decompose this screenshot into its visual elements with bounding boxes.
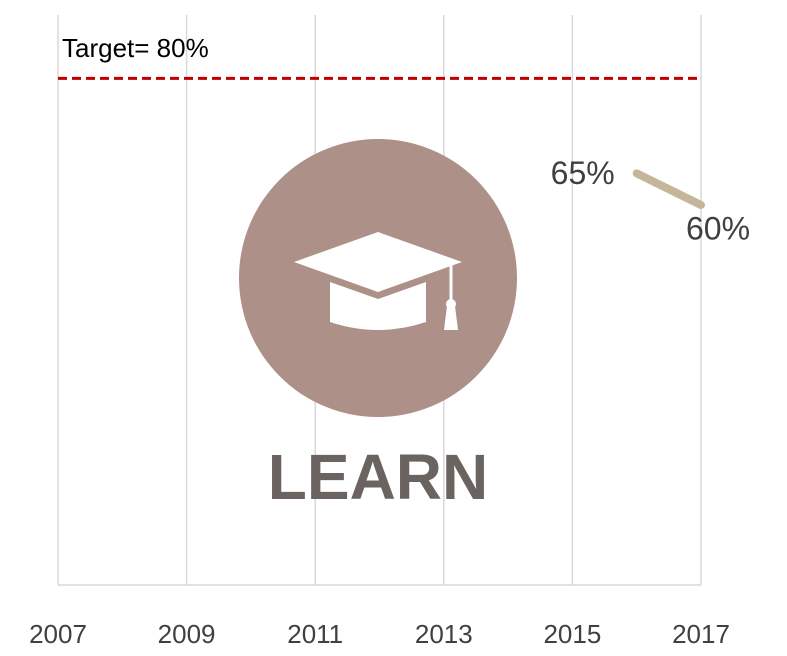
x-tick-label: 2015 <box>543 619 601 649</box>
cap-top <box>294 232 462 292</box>
x-tick-label: 2011 <box>287 619 343 649</box>
data-label: 60% <box>686 210 750 246</box>
tassel <box>444 306 458 330</box>
x-tick-label: 2007 <box>29 619 87 649</box>
x-tick-label: 2009 <box>158 619 216 649</box>
icon-label: LEARN <box>268 441 488 513</box>
x-tick-label: 2013 <box>415 619 473 649</box>
target-label: Target= 80% <box>62 33 209 63</box>
icon <box>239 139 517 417</box>
x-tick-label: 2017 <box>672 619 730 649</box>
data-line <box>632 169 705 209</box>
data-label: 65% <box>551 155 615 191</box>
cap-base <box>330 282 426 330</box>
